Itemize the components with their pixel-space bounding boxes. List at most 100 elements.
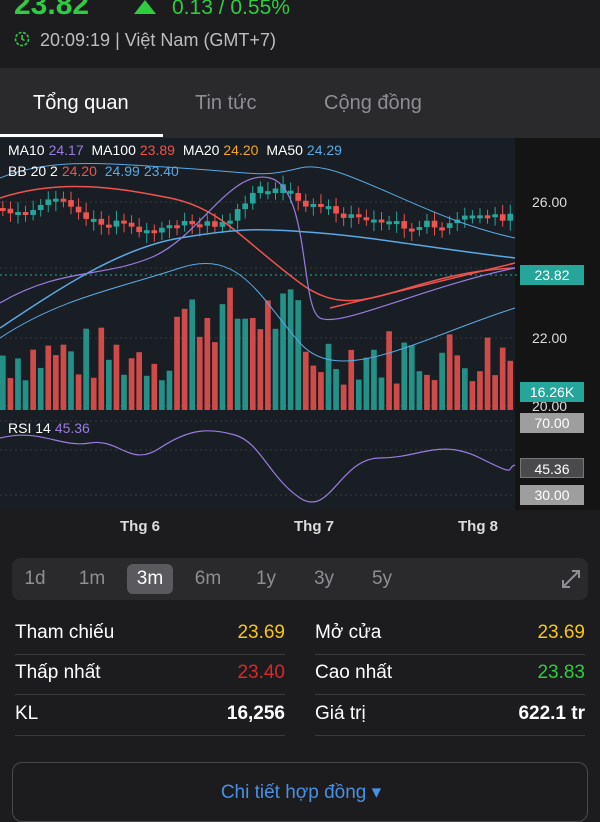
range-selector: 1d 1m 3m 6m 1y 3y 5y: [12, 558, 588, 600]
candle-body: [257, 186, 264, 193]
volume-bar: [196, 336, 203, 410]
current-price-tag: 23.82: [520, 265, 584, 285]
volume-bar: [355, 379, 362, 410]
volume-bar: [189, 299, 196, 410]
range-5y[interactable]: 5y: [371, 568, 393, 589]
current-price: 23.82: [14, 0, 90, 21]
contract-detail-button[interactable]: Chi tiết hợp đồng ▾: [12, 762, 588, 822]
bb-legend: BB 20 2 24.20 24.99 23.40: [8, 163, 183, 179]
volume-label: KL: [15, 703, 39, 724]
candle-body: [287, 190, 294, 194]
month-label-jul: Thg 7: [294, 518, 334, 535]
candle-body: [363, 217, 370, 221]
volume-bar: [446, 334, 453, 410]
candle-body: [265, 191, 271, 195]
clock-icon: [14, 31, 30, 47]
volume-bar: [53, 355, 59, 410]
candle-body: [234, 209, 241, 221]
candle-body: [439, 227, 445, 231]
candle-body: [386, 221, 392, 225]
volume-bar: [22, 380, 29, 410]
candle-body: [318, 203, 324, 207]
expand-icon[interactable]: [560, 568, 582, 590]
ma10-value: 24.17: [48, 142, 84, 158]
ma-legend: MA10 24.17 MA100 23.89 MA20 24.20 MA50 24.29: [8, 142, 346, 158]
candle-body: [53, 198, 59, 202]
range-1y[interactable]: 1y: [255, 568, 277, 589]
price-tick-26: 26.00: [532, 194, 568, 210]
candle-body: [136, 226, 143, 233]
candle-body: [348, 214, 355, 218]
candle-body: [280, 184, 286, 193]
range-1d[interactable]: 1d: [24, 568, 46, 589]
volume-bar: [113, 344, 120, 410]
candle-body: [90, 218, 97, 222]
volume-bar: [60, 344, 67, 410]
current-volume-tag: 16.26K: [520, 382, 584, 402]
range-6m[interactable]: 6m: [194, 568, 222, 589]
candle-body: [37, 204, 44, 211]
candle-body: [75, 206, 82, 213]
range-3m[interactable]: 3m: [127, 564, 173, 594]
tab-overview[interactable]: Tổng quan: [33, 92, 129, 114]
range-1m[interactable]: 1m: [78, 568, 106, 589]
rsi-label: RSI 14: [8, 420, 51, 436]
candle-body: [477, 215, 483, 219]
candle-body: [196, 224, 203, 228]
candle-body: [378, 219, 385, 223]
candle-body: [159, 227, 165, 233]
volume-bar: [98, 327, 105, 410]
volume-bar: [227, 287, 233, 410]
row-divider: [315, 735, 585, 736]
volume-bar: [121, 374, 127, 410]
price-chart[interactable]: MA10 24.17 MA100 23.89 MA20 24.20 MA50 24.29…: [0, 138, 600, 535]
tab-news[interactable]: Tin tức: [195, 92, 257, 114]
volume-bar: [0, 355, 6, 410]
volume-bar: [439, 352, 445, 410]
volume-bar: [234, 318, 241, 410]
row-divider: [15, 694, 285, 695]
volume-bar: [37, 367, 44, 410]
up-arrow-icon: [134, 0, 156, 14]
candle-body: [424, 220, 430, 228]
volume-bar: [219, 304, 226, 410]
candle-body: [98, 218, 105, 225]
candle-body: [333, 206, 339, 214]
candle-body: [174, 225, 180, 229]
low-value: 23.40: [237, 662, 285, 683]
range-3y[interactable]: 3y: [313, 568, 335, 589]
candle-body: [484, 215, 491, 219]
candle-body: [499, 214, 506, 221]
volume-bar: [499, 347, 506, 410]
candle-body: [83, 212, 89, 219]
volume-bar: [242, 318, 249, 410]
volume-bar: [302, 351, 309, 410]
rsi-upper-tag: 70.00: [520, 413, 584, 433]
candle-body: [219, 222, 226, 227]
candle-body: [302, 200, 309, 207]
volume-bar: [386, 331, 392, 410]
candle-body: [166, 225, 173, 229]
candle-body: [401, 221, 408, 229]
ref-label: Tham chiếu: [15, 622, 115, 643]
bb-upper-value: 24.20: [61, 163, 97, 179]
volume-bar: [204, 317, 211, 410]
volume-bar: [143, 375, 150, 410]
volume-bar: [340, 384, 347, 410]
ma20-label: MA20: [182, 142, 220, 158]
price-tick-22: 22.00: [532, 330, 568, 346]
volume-bar: [295, 300, 302, 410]
candle-body: [106, 224, 112, 228]
volume-bar: [348, 349, 355, 410]
ref-value: 23.69: [237, 622, 285, 643]
volume-bar: [461, 368, 468, 410]
candle-body: [408, 228, 415, 232]
volume-bar: [151, 363, 158, 410]
trend-line: [329, 262, 516, 309]
volume-bar: [325, 343, 332, 410]
candle-body: [446, 223, 453, 229]
volume-bar: [416, 371, 423, 410]
tab-community[interactable]: Cộng đồng: [324, 92, 422, 114]
volume-bar: [507, 360, 514, 410]
candle-body: [469, 215, 476, 219]
